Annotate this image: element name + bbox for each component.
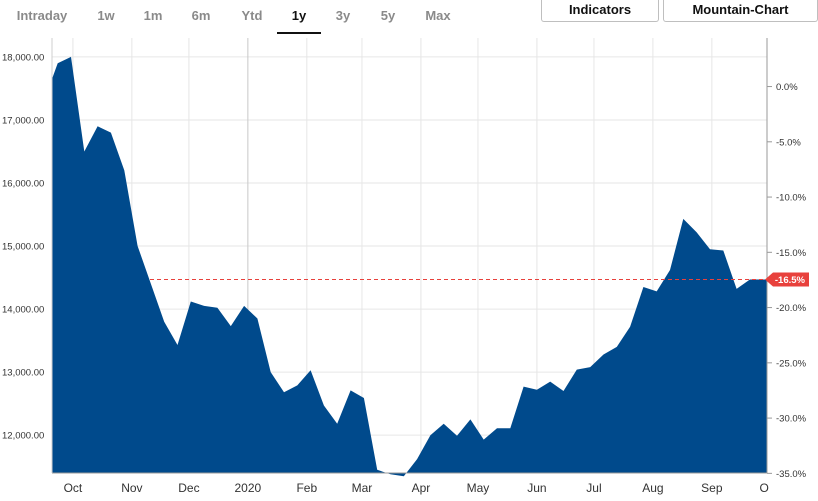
x-tick-label: O <box>760 481 769 495</box>
x-tick-label: Jun <box>527 481 546 495</box>
y2-tick-label: -25.0% <box>776 358 807 369</box>
plot-area <box>52 56 767 477</box>
x-tick-label: Sep <box>701 481 723 495</box>
x-tick-label: 2020 <box>235 481 262 495</box>
range-tab-3y[interactable]: 3y <box>335 8 351 23</box>
x-tick-label: Jul <box>586 481 601 495</box>
range-tab-6m[interactable]: 6m <box>191 8 211 23</box>
range-tab-max[interactable]: Max <box>425 8 451 23</box>
chart-type-button[interactable]: Mountain-Chart <box>663 0 818 22</box>
y2-tick-label: 0.0% <box>776 82 798 93</box>
area-series <box>52 56 767 477</box>
range-tab-1m[interactable]: 1m <box>143 8 163 23</box>
y-tick-label: 14,000.00 <box>2 305 44 316</box>
range-tab-intraday[interactable]: Intraday <box>16 8 68 23</box>
axis-labels: 12,000.00 13,000.00 14,000.00 15,000.00 16,0… <box>2 52 807 495</box>
range-tab-1w[interactable]: 1w <box>97 8 115 23</box>
range-tab-5y[interactable]: 5y <box>380 8 396 23</box>
range-tab-1y[interactable]: 1y <box>277 0 321 34</box>
y-tick-label: 15,000.00 <box>2 242 44 253</box>
y2-tick-label: -5.0% <box>776 137 801 148</box>
x-tick-label: Apr <box>412 481 431 495</box>
y-tick-label: 12,000.00 <box>2 431 44 442</box>
y2-tick-label: -30.0% <box>776 414 807 425</box>
indicators-button[interactable]: Indicators <box>541 0 659 22</box>
x-tick-label: Aug <box>642 481 663 495</box>
y2-tick-label: -15.0% <box>776 248 807 259</box>
current-value-label: -16.5% <box>775 275 806 286</box>
y2-tick-label: -20.0% <box>776 303 807 314</box>
axes <box>51 38 772 474</box>
y2-tick-label: -35.0% <box>776 469 807 480</box>
x-tick-label: Nov <box>121 481 142 495</box>
range-tab-ytd[interactable]: Ytd <box>241 8 263 23</box>
y-tick-label: 13,000.00 <box>2 368 44 379</box>
current-value-marker: -16.5% <box>150 272 809 287</box>
x-tick-label: Oct <box>64 481 83 495</box>
x-tick-label: May <box>467 481 490 495</box>
range-selector: Intraday 1w 1m 6m Ytd 1y 3y 5y Max <box>0 0 470 34</box>
x-tick-label: Dec <box>178 481 199 495</box>
x-tick-label: Feb <box>296 481 317 495</box>
y2-tick-label: -10.0% <box>776 193 807 204</box>
y-tick-label: 16,000.00 <box>2 179 44 190</box>
y-tick-label: 18,000.00 <box>2 52 44 63</box>
x-tick-label: Mar <box>352 481 373 495</box>
y-tick-label: 17,000.00 <box>2 115 44 126</box>
current-value-flag <box>765 272 809 287</box>
